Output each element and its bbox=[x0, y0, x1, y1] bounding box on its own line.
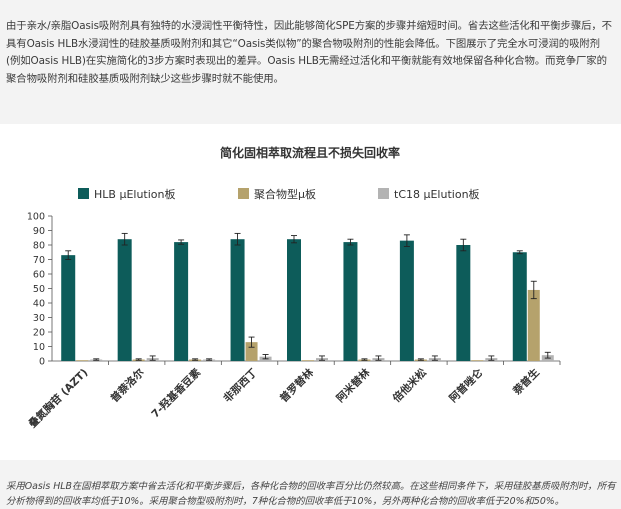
x-category-label: 7-羟基香豆素 bbox=[149, 366, 204, 421]
y-tick-label: 60 bbox=[33, 270, 45, 281]
y-tick-label: 80 bbox=[33, 241, 45, 252]
legend-label: 聚合物型μ板 bbox=[254, 187, 316, 201]
y-tick-label: 50 bbox=[33, 284, 45, 295]
y-tick-label: 90 bbox=[33, 226, 45, 237]
bar bbox=[76, 360, 89, 361]
bar bbox=[174, 242, 189, 361]
bar bbox=[230, 239, 245, 361]
bar bbox=[512, 252, 527, 361]
y-tick-label: 10 bbox=[33, 342, 45, 353]
x-category-label: 普罗替林 bbox=[277, 366, 316, 405]
recovery-bar-chart: 简化固相萃取流程且不损失回收率 HLB μElution板 聚合物型μ板 tC18 μ… bbox=[26, 145, 561, 430]
y-tick-label: 30 bbox=[33, 313, 45, 324]
bar bbox=[302, 360, 314, 361]
x-category-label: 阿普唑仑 bbox=[447, 366, 486, 405]
legend-label: HLB μElution板 bbox=[94, 187, 176, 201]
intro-paragraph: 由于亲水/亲脂Oasis吸附剂具有独特的水浸润性平衡特性，因此能够简化SPE方案… bbox=[6, 20, 612, 85]
y-tick-label: 40 bbox=[33, 299, 45, 310]
bar bbox=[399, 240, 414, 361]
bar bbox=[527, 289, 540, 361]
bar bbox=[471, 360, 484, 361]
bar bbox=[287, 239, 301, 361]
bar bbox=[61, 255, 76, 361]
x-category-label: 阿米替林 bbox=[334, 366, 373, 405]
x-category-label: 倍他米松 bbox=[390, 366, 429, 405]
bar bbox=[456, 245, 471, 361]
x-category-label: 普萘洛尔 bbox=[108, 366, 147, 405]
y-tick-label: 70 bbox=[33, 255, 45, 266]
x-category-label: 非那西丁 bbox=[221, 366, 260, 405]
y-tick-label: 20 bbox=[33, 328, 45, 339]
chart-title: 简化固相萃取流程且不损失回收率 bbox=[220, 145, 400, 160]
bar bbox=[343, 242, 358, 361]
x-category-label: 叠氮胸苷 (AZT) bbox=[26, 366, 90, 430]
legend-swatch bbox=[378, 188, 389, 199]
bar bbox=[117, 239, 132, 361]
figure-caption: 采用Oasis HLB在固相萃取方案中省去活化和平衡步骤后，各种化合物的回收率百… bbox=[6, 481, 616, 508]
y-tick-label: 0 bbox=[39, 357, 45, 368]
legend-swatch bbox=[78, 188, 89, 199]
chart-panel: 简化固相萃取流程且不损失回收率 HLB μElution板 聚合物型μ板 tC18 μ… bbox=[0, 124, 621, 460]
x-category-label: 萘普生 bbox=[510, 366, 543, 399]
bar bbox=[245, 342, 258, 361]
legend-swatch bbox=[238, 188, 249, 199]
legend-label: tC18 μElution板 bbox=[394, 187, 480, 201]
y-tick-label: 100 bbox=[27, 212, 45, 223]
